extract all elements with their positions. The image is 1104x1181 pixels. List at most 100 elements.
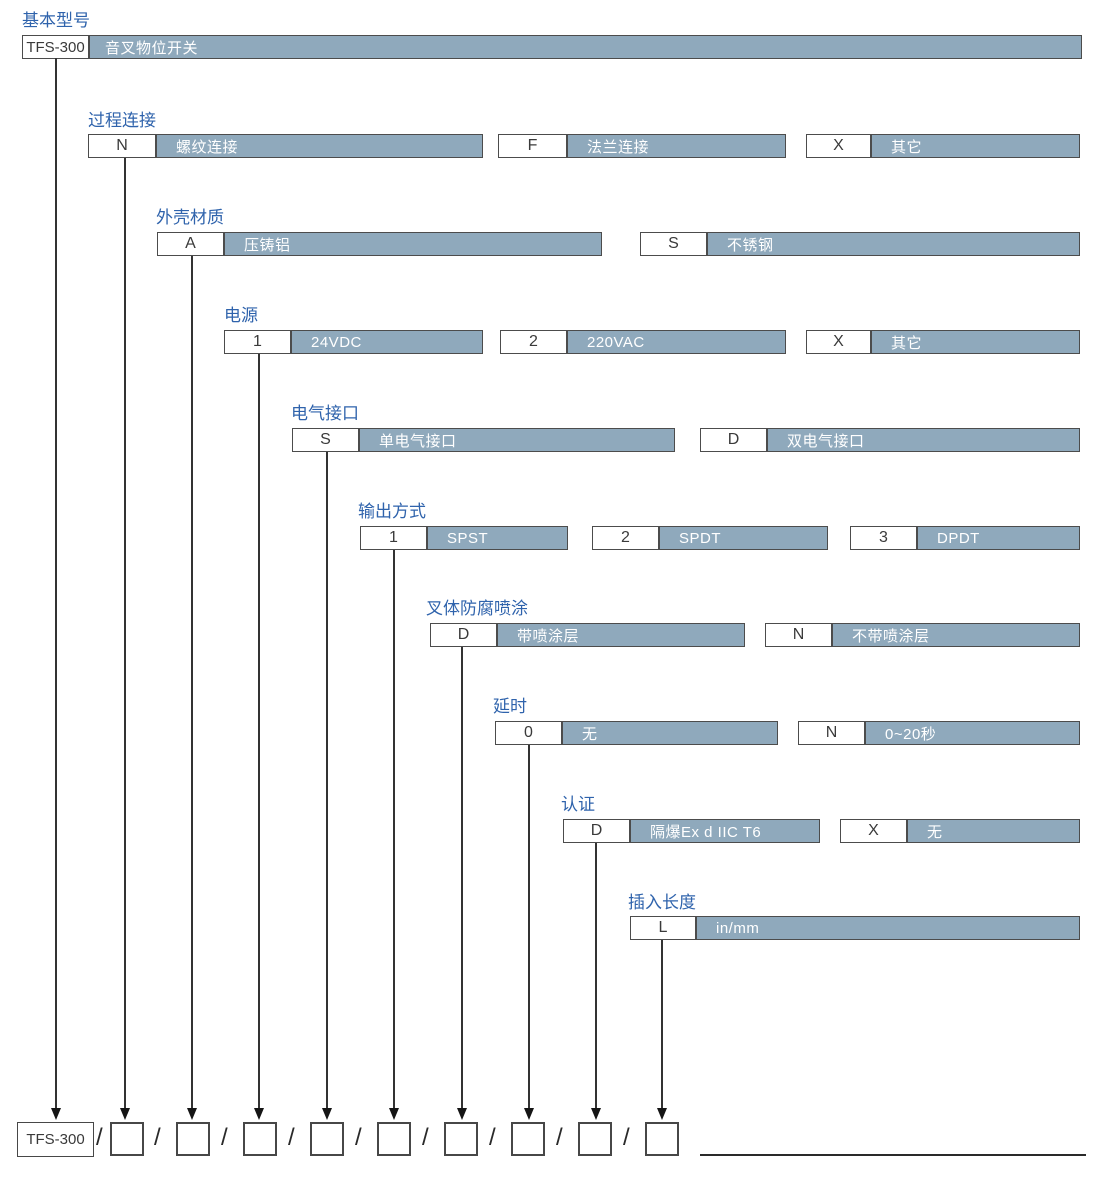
arrow-down-icon xyxy=(591,1108,601,1120)
section-label-electrical-interface: 电气接口 xyxy=(291,404,359,423)
option-electrical-interface-d: D 双电气接口 xyxy=(700,428,1080,452)
order-blank-box-process-connection xyxy=(110,1122,144,1156)
desc-cell: 0~20秒 xyxy=(885,725,937,743)
code-cell: 1 xyxy=(225,331,291,353)
desc-cell: 24VDC xyxy=(311,333,362,351)
order-blank-box-fork-coating xyxy=(444,1122,478,1156)
section-label-certification: 认证 xyxy=(561,795,595,814)
order-slash: / xyxy=(288,1124,295,1151)
code-cell: X xyxy=(807,331,871,353)
connector-line xyxy=(595,843,597,1110)
connector-line xyxy=(326,452,328,1110)
desc-cell: 其它 xyxy=(891,138,923,156)
desc-cell: 不带喷涂层 xyxy=(852,627,930,645)
desc-cell: 带喷涂层 xyxy=(517,627,580,645)
order-blank-box-housing-material xyxy=(176,1122,210,1156)
section-label-process-connection: 过程连接 xyxy=(88,111,156,130)
order-slash: / xyxy=(154,1124,161,1151)
code-cell: N xyxy=(89,135,156,157)
code-cell: N xyxy=(799,722,865,744)
option-coating-d: D 带喷涂层 xyxy=(430,623,745,647)
arrow-down-icon xyxy=(254,1108,264,1120)
connector-line xyxy=(528,745,530,1110)
arrow-down-icon xyxy=(120,1108,130,1120)
desc-cell: 不锈钢 xyxy=(727,236,774,254)
section-label-time-delay: 延时 xyxy=(493,697,527,716)
section-label-power-supply: 电源 xyxy=(224,306,258,325)
order-slash: / xyxy=(355,1124,362,1151)
option-output-2: 2 SPDT xyxy=(592,526,828,550)
option-process-connection-n: N 螺纹连接 xyxy=(88,134,483,158)
order-blank-box-certification xyxy=(578,1122,612,1156)
desc-cell: 双电气接口 xyxy=(787,432,865,450)
order-blank-box-power-supply xyxy=(243,1122,277,1156)
code-cell: S xyxy=(293,429,359,451)
order-blank-box-insertion-length xyxy=(645,1122,679,1156)
option-cert-d: D 隔爆Ex d IIC T6 xyxy=(563,819,820,843)
order-blank-box-time-delay xyxy=(511,1122,545,1156)
order-slash: / xyxy=(221,1124,228,1151)
option-output-3: 3 DPDT xyxy=(850,526,1080,550)
desc-cell: 220VAC xyxy=(587,333,645,351)
option-coating-n: N 不带喷涂层 xyxy=(765,623,1080,647)
section-label-output-type: 输出方式 xyxy=(358,502,426,521)
arrow-down-icon xyxy=(187,1108,197,1120)
option-cert-x: X 无 xyxy=(840,819,1080,843)
code-cell: N xyxy=(766,624,832,646)
desc-cell: DPDT xyxy=(937,529,980,547)
desc-cell: 单电气接口 xyxy=(379,432,457,450)
arrow-down-icon xyxy=(51,1108,61,1120)
arrow-down-icon xyxy=(657,1108,667,1120)
connector-line xyxy=(661,940,663,1110)
section-label-fork-coating: 叉体防腐喷涂 xyxy=(426,599,528,618)
desc-cell: in/mm xyxy=(716,919,760,937)
desc-cell: 隔爆Ex d IIC T6 xyxy=(650,823,762,841)
option-delay-0: 0 无 xyxy=(495,721,778,745)
desc-cell: SPST xyxy=(447,529,489,547)
option-delay-n: N 0~20秒 xyxy=(798,721,1080,745)
section-label-housing-material: 外壳材质 xyxy=(156,208,224,227)
code-cell: S xyxy=(641,233,707,255)
connector-line xyxy=(461,647,463,1110)
arrow-down-icon xyxy=(322,1108,332,1120)
code-cell: 3 xyxy=(851,527,917,549)
section-label-insertion-length: 插入长度 xyxy=(628,893,696,912)
code-cell: 2 xyxy=(593,527,659,549)
connector-line xyxy=(258,354,260,1110)
order-slash: / xyxy=(556,1124,563,1151)
option-power-1: 1 24VDC xyxy=(224,330,483,354)
desc-cell: 法兰连接 xyxy=(587,138,650,156)
code-cell: TFS-300 xyxy=(23,36,89,58)
option-electrical-interface-s: S 单电气接口 xyxy=(292,428,675,452)
option-process-connection-f: F 法兰连接 xyxy=(498,134,786,158)
connector-line xyxy=(191,256,193,1110)
code-cell: 1 xyxy=(361,527,427,549)
code-cell: D xyxy=(701,429,767,451)
connector-line xyxy=(55,58,57,1110)
option-process-connection-x: X 其它 xyxy=(806,134,1080,158)
code-cell: X xyxy=(807,135,871,157)
desc-cell: SPDT xyxy=(679,529,722,547)
order-model-box: TFS-300 xyxy=(17,1122,94,1157)
code-cell: L xyxy=(631,917,696,939)
desc-cell: 无 xyxy=(927,823,943,841)
option-output-1: 1 SPST xyxy=(360,526,568,550)
order-fill-line xyxy=(700,1154,1086,1156)
order-slash: / xyxy=(422,1124,429,1151)
option-basic-model: TFS-300 音叉物位开关 xyxy=(22,35,1082,59)
code-cell: F xyxy=(499,135,567,157)
desc-cell: 螺纹连接 xyxy=(176,138,239,156)
option-power-2: 2 220VAC xyxy=(500,330,786,354)
code-cell: 0 xyxy=(496,722,562,744)
option-housing-material-s: S 不锈钢 xyxy=(640,232,1080,256)
desc-cell: 压铸铝 xyxy=(244,236,291,254)
order-blank-box-output-type xyxy=(377,1122,411,1156)
code-cell: A xyxy=(158,233,224,255)
option-housing-material-a: A 压铸铝 xyxy=(157,232,602,256)
connector-line xyxy=(124,158,126,1110)
section-label-basic-model: 基本型号 xyxy=(22,11,90,30)
order-slash: / xyxy=(96,1124,103,1151)
order-blank-box-electrical-interface xyxy=(310,1122,344,1156)
desc-cell: 其它 xyxy=(891,334,923,352)
